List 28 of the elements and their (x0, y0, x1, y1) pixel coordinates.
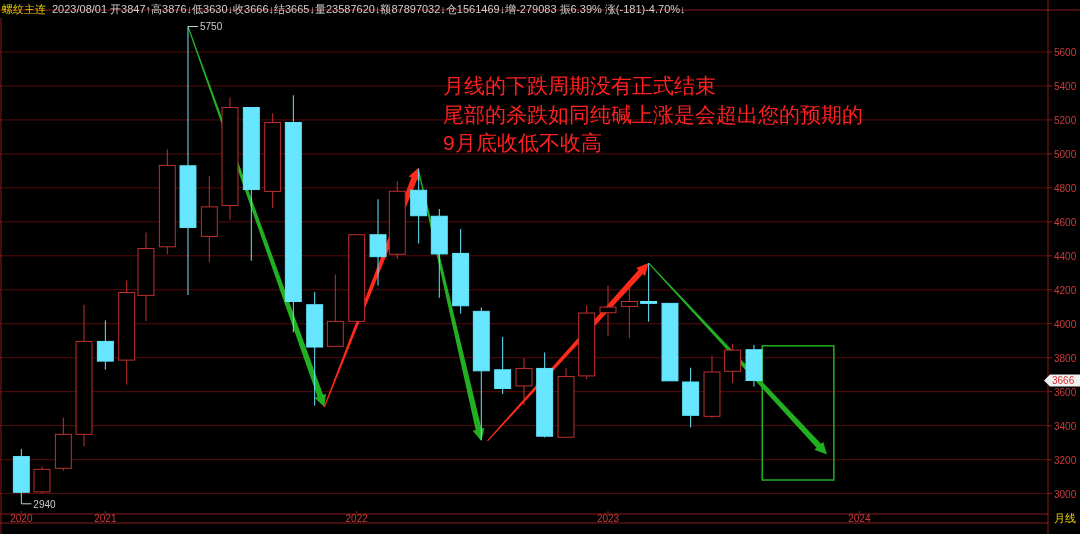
annotation: 尾部的杀跌如同纯碱上涨是会超出您的预期的 (443, 102, 863, 126)
y-tick-label: 4800 (1054, 182, 1077, 194)
annotation: 5750 (199, 21, 223, 33)
y-tick-label: 4200 (1054, 284, 1077, 296)
chart-title: 螺纹主连 (2, 3, 46, 15)
y-tick-label: 3200 (1054, 454, 1077, 466)
y-tick-label: 4400 (1054, 250, 1077, 262)
y-tick-label: 5000 (1054, 148, 1077, 160)
y-tick-label: 3800 (1054, 352, 1077, 364)
annotation: 2940 (33, 498, 57, 510)
chart-subtitle: 2023/08/01 开3847↑高3876↓低3630↓收3666↓结3665↓量23587620↓额87897032↓仓1561469↓增-279083 振6.39% 涨(-181)-4.70%↓ (52, 3, 686, 15)
y-tick-label: 3400 (1054, 420, 1077, 432)
x-tick-label: 2023 (596, 513, 620, 524)
y-tick-label: 3000 (1054, 488, 1077, 500)
y-tick-label: 3600 (1054, 386, 1077, 398)
x-tick-label: 2020 (10, 513, 33, 524)
y-tick-label: 4000 (1054, 318, 1077, 330)
annotation: 9月底收低不收高 (443, 131, 602, 154)
y-tick-label: 4600 (1054, 216, 1077, 228)
x-tick-label: 2022 (345, 513, 369, 524)
x-tick-label: 2024 (848, 513, 871, 524)
text: 3666 (1052, 375, 1075, 387)
y-tick-label: 5400 (1054, 80, 1077, 92)
y-tick-label: 5600 (1054, 46, 1077, 58)
annotation: 月线的下跌周期没有正式结束 (443, 74, 716, 97)
x-tick-label: 2021 (94, 513, 117, 524)
text: 月线 (1054, 512, 1076, 524)
y-tick-label: 5200 (1054, 114, 1077, 126)
